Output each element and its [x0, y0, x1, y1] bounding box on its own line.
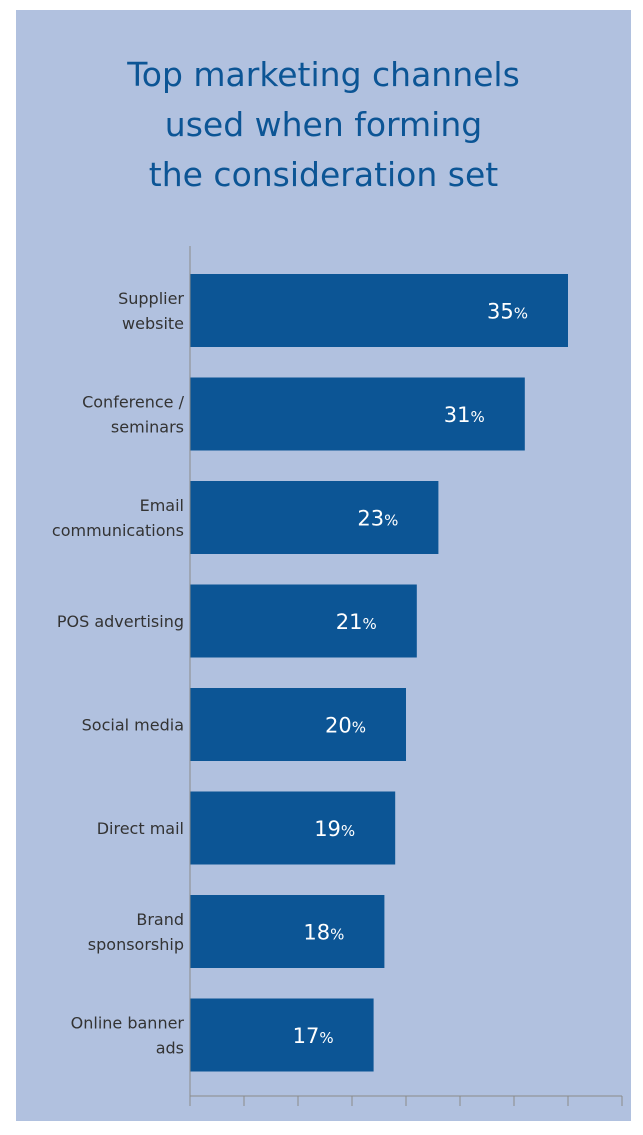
category-label-2-line-1: Conference /: [82, 393, 185, 412]
bar-1: [190, 274, 568, 347]
category-label-3-line-2: communications: [52, 521, 184, 540]
title-line-2: used when forming: [164, 105, 483, 144]
bar-3: [190, 481, 439, 554]
category-label-6: Direct mail: [97, 819, 184, 838]
chart-panel: Top marketing channels used when forming…: [16, 10, 631, 1121]
category-label-4: POS advertising: [57, 612, 184, 631]
bar-6: [190, 791, 396, 865]
title-line-1: Top marketing channels: [127, 55, 520, 94]
value-label-3: 23%: [357, 507, 398, 531]
bar-5: [190, 688, 406, 761]
category-label-8-line-1: Online banner: [71, 1014, 185, 1033]
category-label-7-line-1: Brand: [136, 910, 184, 929]
category-label-1-line-1: Supplier: [118, 289, 184, 308]
bar-8: [190, 998, 374, 1072]
bar-2: [190, 377, 525, 451]
category-label-2-line-2: seminars: [111, 418, 184, 437]
value-label-1: 35%: [487, 300, 528, 324]
value-label-2: 31%: [444, 403, 485, 427]
bar-chart: Supplier website 35% Conference / seminars 31…: [52, 246, 623, 1106]
category-label-3-line-1: Email: [140, 496, 184, 515]
value-label-4: 21%: [336, 610, 377, 634]
value-label-6: 19%: [314, 817, 355, 841]
bar-4: [190, 584, 417, 658]
category-label-7-line-2: sponsorship: [88, 935, 184, 954]
value-label-5: 20%: [325, 714, 366, 738]
value-label-8: 17%: [293, 1024, 334, 1048]
value-label-7: 18%: [303, 921, 344, 945]
chart-title: Top marketing channels used when forming…: [16, 50, 631, 200]
category-label-5: Social media: [82, 716, 184, 735]
category-label-8-line-2: ads: [156, 1039, 184, 1058]
title-line-3: the consideration set: [148, 155, 499, 194]
category-label-1-line-2: website: [122, 314, 184, 333]
bar-7: [190, 895, 385, 968]
